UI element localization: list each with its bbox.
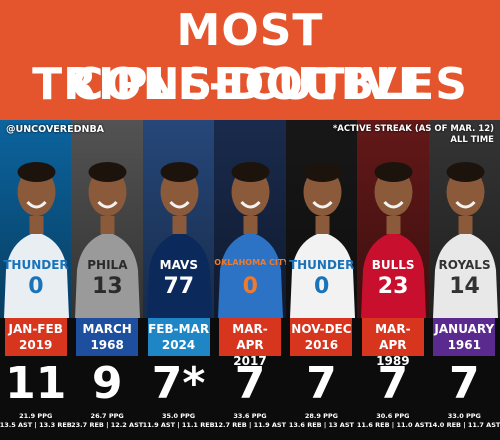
jersey-number: 23 bbox=[377, 274, 409, 299]
streak-count: 9 bbox=[91, 358, 123, 409]
period-months: MAR-APR bbox=[375, 322, 411, 352]
footnote-line-2: ALL TIME bbox=[450, 135, 494, 145]
period-months: JAN-FEB bbox=[8, 322, 63, 336]
jersey-number: 0 bbox=[242, 274, 258, 299]
footnote: *ACTIVE STREAK (AS OF MAR. 12) ALL TIME bbox=[333, 124, 494, 146]
period-year: 1961 bbox=[447, 338, 481, 352]
jersey-number: 14 bbox=[449, 274, 480, 299]
jersey-lettering: OKLAHOMA CITY bbox=[214, 258, 287, 267]
period-year: 2019 bbox=[19, 338, 53, 352]
streak-stats: 26.7 PPG 23.7 REB | 12.2 AST bbox=[71, 412, 143, 430]
jersey-lettering: BULLS bbox=[371, 258, 415, 272]
period-label: MARCH 1968 bbox=[76, 318, 139, 356]
streak-stats: 30.6 PPG 11.6 REB | 11.0 AST bbox=[357, 412, 429, 430]
jersey-number: 0 bbox=[314, 274, 330, 299]
jersey-number: 77 bbox=[163, 274, 195, 299]
points-per-game: 33.6 PPG bbox=[233, 412, 267, 420]
jersey-lettering: PHILA bbox=[87, 258, 128, 272]
period-label: NOV-DEC 2016 bbox=[290, 318, 353, 356]
footnote-line-1: *ACTIVE STREAK (AS OF MAR. 12) bbox=[332, 124, 494, 134]
streak-count: 7* bbox=[151, 358, 206, 409]
rebounds-assists: 12.7 REB | 11.9 AST bbox=[214, 421, 287, 429]
streak-stats: 28.9 PPG 13.6 REB | 13 AST bbox=[285, 412, 357, 430]
player-photo: MAVS 77 bbox=[142, 120, 215, 318]
points-per-game: 21.9 PPG bbox=[19, 412, 53, 420]
period-label: MAR-APR 2017 bbox=[219, 318, 281, 368]
points-per-game: 28.9 PPG bbox=[304, 412, 338, 420]
streak-stats: 21.9 PPG 13.5 AST | 13.3 REB bbox=[0, 412, 72, 430]
streak-stats: 33.6 PPG 12.7 REB | 11.9 AST bbox=[214, 412, 286, 430]
rebounds-assists: 23.7 REB | 12.2 AST bbox=[71, 421, 144, 429]
rebounds-assists: 11.6 REB | 11.0 AST bbox=[356, 421, 429, 429]
rebounds-assists: 11.9 AST | 11.1 REB bbox=[142, 421, 215, 429]
period-year: 2024 bbox=[161, 338, 196, 352]
title-line-1: MOST CONSECUTIVE bbox=[71, 5, 429, 110]
streak-stats: 33.0 PPG 14.0 REB | 11.7 AST bbox=[428, 412, 500, 430]
jersey-lettering: THUNDER bbox=[3, 258, 69, 272]
streak-stats: 35.0 PPG 11.9 AST | 11.1 REB bbox=[143, 412, 215, 430]
period-label: JANUARY 1961 bbox=[433, 318, 496, 356]
points-per-game: 26.7 PPG bbox=[90, 412, 124, 420]
period-months: JANUARY bbox=[434, 322, 495, 336]
period-months: FEB-MAR bbox=[148, 322, 210, 336]
streak-count: 7 bbox=[377, 358, 409, 409]
points-per-game: 33.0 PPG bbox=[447, 412, 481, 420]
period-label: FEB-MAR 2024 bbox=[147, 318, 210, 356]
player-photo: BULLS 23 bbox=[357, 120, 430, 318]
jersey-lettering: ROYALS bbox=[438, 258, 491, 272]
points-per-game: 30.6 PPG bbox=[376, 412, 410, 420]
player-photo: THUNDER 0 bbox=[0, 120, 72, 318]
period-label: JAN-FEB 2019 bbox=[4, 318, 67, 356]
title-line-2: TRIPLE-DOUBLES bbox=[32, 59, 468, 110]
period-year: 1989 bbox=[376, 354, 410, 368]
rebounds-assists: 13.6 REB | 13 AST bbox=[288, 421, 354, 429]
period-label: MAR-APR 1989 bbox=[361, 318, 424, 368]
jersey-number: 0 bbox=[28, 274, 44, 299]
account-handle: @UNCOVEREDNBA bbox=[6, 124, 105, 135]
player-photo: PHILA 13 bbox=[71, 120, 144, 318]
streak-count: 7 bbox=[448, 358, 480, 409]
period-year: 2016 bbox=[304, 338, 339, 352]
points-per-game: 35.0 PPG bbox=[161, 412, 196, 420]
player-photo-strip: THUNDER 0 PHILA 13 MAVS 77 OKLAHOMA CITY 0 THUND… bbox=[0, 120, 500, 318]
period-months: NOV-DEC bbox=[291, 322, 352, 336]
period-months: MAR-APR bbox=[232, 322, 268, 352]
streak-count: 7 bbox=[306, 358, 337, 409]
streak-count: 11 bbox=[5, 358, 67, 409]
jersey-lettering: MAVS bbox=[159, 258, 198, 272]
streak-count: 7 bbox=[234, 358, 266, 409]
jersey-number: 13 bbox=[92, 274, 123, 299]
period-months: MARCH bbox=[82, 322, 132, 336]
player-photo: ROYALS 14 bbox=[428, 120, 500, 318]
rebounds-assists: 13.5 AST | 13.3 REB bbox=[0, 421, 72, 429]
player-photo: THUNDER 0 bbox=[285, 120, 358, 318]
player-photo: OKLAHOMA CITY 0 bbox=[214, 120, 287, 318]
period-year: 2017 bbox=[233, 354, 267, 368]
rebounds-assists: 14.0 REB | 11.7 AST bbox=[428, 421, 500, 429]
title-banner: MOST CONSECUTIVE TRIPLE-DOUBLES bbox=[0, 0, 500, 120]
period-year: 1968 bbox=[90, 338, 124, 352]
jersey-lettering: THUNDER bbox=[288, 258, 355, 272]
